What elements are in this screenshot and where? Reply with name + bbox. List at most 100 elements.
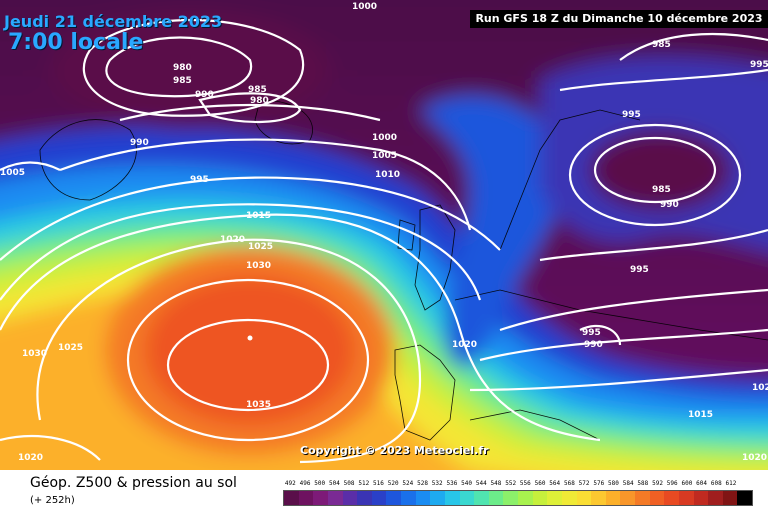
scale-value-label: 596	[666, 480, 678, 487]
scale-value-label: 544	[475, 480, 487, 487]
scale-value-label: 592	[652, 480, 663, 487]
isobar-label: 102	[752, 383, 768, 393]
isobar-label: 990	[130, 138, 149, 148]
scale-swatch	[561, 491, 577, 505]
isobar-label: 985	[173, 76, 192, 86]
scale-value-label: 572	[578, 480, 590, 487]
isobar-label: 1030	[22, 349, 47, 359]
scale-swatch	[459, 491, 475, 505]
scale-value-label: 584	[622, 480, 634, 487]
copyright-text: Copyright © 2023 Meteociel.fr	[300, 444, 489, 457]
scale-value-label: 508	[343, 480, 355, 487]
geopotential-field	[0, 0, 768, 470]
isobar-label: 1025	[248, 242, 273, 252]
scale-value-label: 520	[387, 480, 399, 487]
scale-swatch	[620, 491, 635, 505]
scale-value-label: 524	[402, 480, 414, 487]
scale-value-label: 604	[696, 480, 708, 487]
scale-value-label: 588	[637, 480, 649, 487]
scale-value-label: 496	[299, 480, 311, 487]
scale-value-label: 504	[328, 480, 340, 487]
isobar-label: 985	[248, 85, 267, 95]
scale-swatch	[722, 491, 738, 505]
scale-swatch	[518, 491, 533, 505]
scale-swatch	[664, 491, 679, 505]
scale-value-label: 600	[681, 480, 693, 487]
isobar-lines	[0, 18, 768, 464]
isobar-label: 1035	[246, 400, 271, 410]
scale-swatch	[547, 491, 562, 505]
isobar-label: 995	[190, 175, 209, 185]
isobar-label: 1020	[220, 235, 245, 245]
scale-swatch	[591, 491, 606, 505]
scale-swatch	[386, 491, 401, 505]
scale-value-label: 576	[593, 480, 605, 487]
isobar-label: 1005	[372, 151, 397, 161]
scale-swatch	[488, 491, 504, 505]
scale-value-label: 608	[710, 480, 722, 487]
scale-value-label: 580	[608, 480, 619, 487]
scale-swatch	[474, 491, 489, 505]
legend-title: Géop. Z500 & pression au sol	[30, 475, 237, 491]
isobar-label: 1025	[58, 343, 83, 353]
isobar-label: 1015	[246, 211, 271, 221]
scale-swatch	[635, 491, 650, 505]
scale-swatch	[430, 491, 445, 505]
isobar-label: 990	[195, 90, 214, 100]
scale-value-label: 516	[373, 480, 384, 487]
isobar-label: 1000	[372, 133, 397, 143]
color-scale-bar	[283, 490, 753, 506]
isobar-label: 1015	[688, 410, 713, 420]
isobar-label: 1030	[246, 261, 271, 271]
scale-value-label: 528	[417, 480, 428, 487]
scale-swatch	[693, 491, 709, 505]
isobar-label: 1005	[0, 168, 25, 178]
scale-swatch	[532, 491, 548, 505]
weather-map: 1000 980 985 990 985 980 990 1005 995 10…	[0, 0, 768, 470]
scale-value-label: 568	[563, 480, 575, 487]
isobar-label: 995	[630, 265, 649, 275]
scale-swatch	[737, 491, 752, 505]
forecast-date: Jeudi 21 décembre 2023	[4, 12, 223, 31]
isobar-label: 985	[652, 185, 671, 195]
scale-value-label: 612	[725, 480, 737, 487]
high-center-marker	[247, 335, 253, 341]
scale-swatch	[678, 491, 694, 505]
scale-value-label: 536	[446, 480, 458, 487]
run-info: Run GFS 18 Z du Dimanche 10 décembre 202…	[470, 10, 768, 28]
isobar-label: 1000	[352, 2, 377, 12]
isobar-label: 980	[173, 63, 192, 73]
scale-swatch	[401, 491, 416, 505]
scale-value-label: 560	[534, 480, 546, 487]
isobar-label: 1020	[742, 453, 767, 463]
scale-swatch	[605, 491, 621, 505]
isobar-label: 1010	[375, 170, 400, 180]
scale-swatch	[649, 491, 665, 505]
scale-value-label: 552	[505, 480, 517, 487]
scale-swatch	[342, 491, 358, 505]
scale-value-label: 548	[490, 480, 502, 487]
scale-swatch	[371, 491, 387, 505]
scale-swatch	[415, 491, 431, 505]
scale-value-label: 564	[549, 480, 561, 487]
scale-swatch	[298, 491, 314, 505]
isobar-label: 995	[622, 110, 641, 120]
isobar-label: 990	[584, 340, 603, 350]
scale-swatch	[503, 491, 518, 505]
isobar-labels: 1000 980 985 990 985 980 990 1005 995 10…	[0, 2, 768, 463]
isobar-label: 995	[750, 60, 768, 70]
scale-value-label: 512	[358, 480, 370, 487]
isobar-label: 980	[250, 96, 269, 106]
isobar-label: 995	[582, 328, 601, 338]
isobar-label: 1020	[18, 453, 43, 463]
scale-swatch	[444, 491, 460, 505]
scale-swatch	[327, 491, 343, 505]
scale-value-label: 532	[431, 480, 443, 487]
scale-swatch	[708, 491, 723, 505]
scale-value-label: 556	[519, 480, 531, 487]
isobar-label: 1020	[452, 340, 477, 350]
scale-swatch	[576, 491, 592, 505]
isobar-label: 985	[652, 40, 671, 50]
forecast-time: 7:00 locale	[8, 30, 144, 55]
